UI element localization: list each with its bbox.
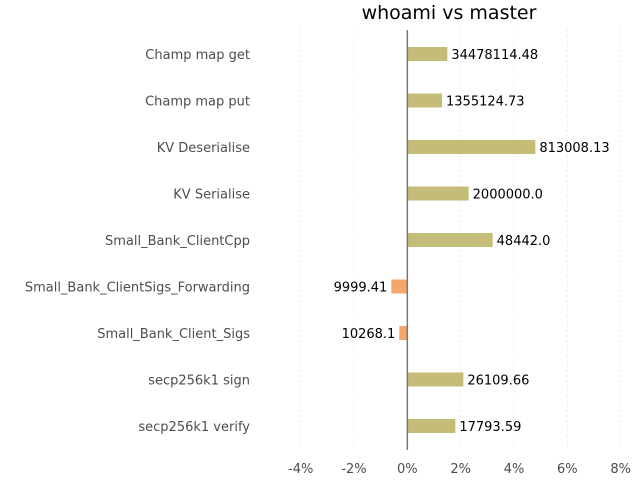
chart-title: whoami vs master [362,2,537,24]
data-value-label: 17793.59 [459,420,521,435]
x-axis-ticks: -4% -2% 0% 2% 4% 6% 8% [288,462,631,477]
x-tick-label: -2% [341,462,366,477]
data-value-label: 10268.1 [342,327,396,342]
category-label: Champ map put [145,95,250,110]
category-labels: Champ map get Champ map put KV Deserialise… [25,48,250,435]
bar [391,279,408,294]
data-value-label: 48442.0 [497,234,551,249]
data-value-label: 813008.13 [539,141,609,156]
bar [399,326,408,340]
data-value-label: 26109.66 [467,374,529,389]
data-value-label: 1355124.73 [446,95,525,110]
bar-layer [391,47,536,433]
category-label: Small_Bank_ClientCpp [105,234,250,249]
bar [407,186,469,201]
x-tick-label: 6% [557,462,578,477]
bar [407,47,448,61]
category-label: Champ map get [145,48,250,63]
x-tick-label: 8% [610,462,631,477]
category-label: KV Deserialise [157,141,250,156]
x-tick-label: 0% [397,462,418,477]
category-label: secp256k1 verify [138,420,250,435]
x-tick-label: -4% [288,462,313,477]
category-label: Small_Bank_ClientSigs_Forwarding [25,281,250,296]
x-tick-label: 2% [450,462,471,477]
bar [407,233,493,247]
bar [407,372,464,387]
data-value-label: 9999.41 [334,281,388,296]
data-value-label: 34478114.48 [451,48,538,63]
x-tick-label: 4% [504,462,525,477]
bar [407,419,456,433]
category-label: KV Serialise [173,188,250,203]
bar [407,140,536,154]
data-value-label: 2000000.0 [473,188,543,203]
category-label: Small_Bank_Client_Sigs [97,327,250,342]
category-label: secp256k1 sign [148,374,250,389]
bar [407,93,442,108]
value-labels: 34478114.48 1355124.73 813008.13 2000000.0 4… [334,48,610,435]
